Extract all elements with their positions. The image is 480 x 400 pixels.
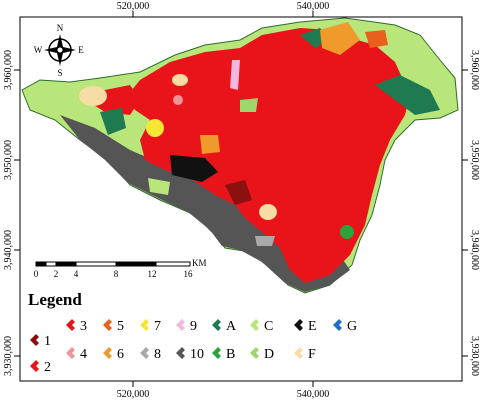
scale-bar: 0 2 4 8 12 16 KM [34,258,207,279]
legend-swatch-C [250,319,259,331]
y-tick-left-3950000: 3,950,000 [3,140,14,180]
class-a-west [100,108,126,135]
class-5-north [365,30,388,48]
y-tick-left-3940000: 3,940,000 [3,230,14,270]
legend-swatch-4 [66,347,75,359]
y-tick-right-3930000: 3,930,000 [469,336,480,376]
class-d-patch [240,98,258,112]
class-6-north [320,22,360,55]
class-10-belt [60,115,350,292]
class-9-patch [230,60,240,90]
class-4-patch [173,95,183,105]
legend-title: Legend [28,290,82,309]
class-a-north [375,75,440,115]
x-tick-top-540000: 540,000 [297,1,330,12]
scale-tick-16: 16 [184,269,194,279]
scale-tick-12: 12 [148,269,157,279]
legend-swatch-5 [103,319,112,331]
y-tick-right-3950000: 3,950,000 [469,140,480,180]
legend-label-6: 6 [117,347,124,362]
scale-seg-1 [35,261,47,267]
class-e-patch [170,155,218,182]
legend-label-F: F [308,347,316,362]
legend-label-8: 8 [154,347,161,362]
legend-label-2: 2 [44,360,51,375]
class-b-patch [340,225,354,239]
scale-tick-2: 2 [54,269,59,279]
class-6-center [200,135,220,154]
legend-label-10: 10 [190,347,204,362]
legend-label-B: B [226,347,235,362]
scale-tick-0: 0 [34,269,39,279]
scale-seg-2 [45,261,57,267]
north-arrow-n: N [57,23,64,33]
legend-swatch-9 [176,319,185,331]
legend-swatch-7 [140,319,149,331]
legend-swatch-G [333,319,342,331]
north-arrow-e: E [78,45,84,55]
legend-swatch-8 [140,347,149,359]
legend-label-C: C [264,319,273,334]
legend-swatch-6 [103,347,112,359]
y-tick-right-3940000: 3,940,000 [469,230,480,270]
legend-label-4: 4 [80,347,87,362]
north-arrow-s: S [57,68,62,78]
y-tick-left-3930000: 3,930,000 [3,336,14,376]
y-tick-left-3960000: 3,960,000 [3,50,14,90]
class-8-patch [255,236,275,246]
scale-tick-4: 4 [74,269,79,279]
legend-swatch-B [212,347,221,359]
legend-swatch-A [212,319,221,331]
north-arrow-center [56,46,64,54]
legend-label-3: 3 [80,319,87,334]
scale-tick-8: 8 [114,269,119,279]
legend-label-5: 5 [117,319,124,334]
legend-label-1: 1 [44,334,51,349]
scale-seg-3 [55,261,77,267]
legend: Legend 1 2 3 4 5 6 7 8 9 10 AB CD EF G [28,290,357,375]
class-c-patch [148,178,170,195]
legend-swatch-2 [30,360,39,372]
legend-swatch-D [250,347,259,359]
legend-swatch-F [294,347,303,359]
x-tick-bottom-540000: 540,000 [297,389,330,400]
legend-label-D: D [264,347,274,362]
north-arrow-w: W [34,45,43,55]
legend-label-G: G [347,319,357,334]
y-tick-right-3960000: 3,960,000 [469,50,480,90]
legend-label-A: A [226,319,237,334]
scale-seg-6 [155,261,191,267]
class-f-west [79,86,107,106]
class-3-urban [128,28,410,283]
x-tick-top-520000: 520,000 [117,1,150,12]
class-1-patch [225,180,252,205]
legend-label-E: E [308,319,317,334]
land-use-map [21,17,459,294]
scale-unit: KM [192,258,207,268]
class-7-patch [146,119,164,137]
legend-swatch-10 [176,347,185,359]
legend-swatch-1 [30,334,39,346]
legend-swatch-3 [66,319,75,331]
legend-label-7: 7 [154,319,161,334]
scale-seg-4 [75,261,117,267]
class-f-north [172,74,188,86]
north-arrow: N S E W [34,23,85,78]
class-f-south [259,204,277,220]
legend-swatch-E [294,319,303,331]
scale-seg-5 [115,261,157,267]
x-tick-bottom-520000: 520,000 [117,389,150,400]
legend-label-9: 9 [190,319,197,334]
frame-ticks [14,11,468,387]
